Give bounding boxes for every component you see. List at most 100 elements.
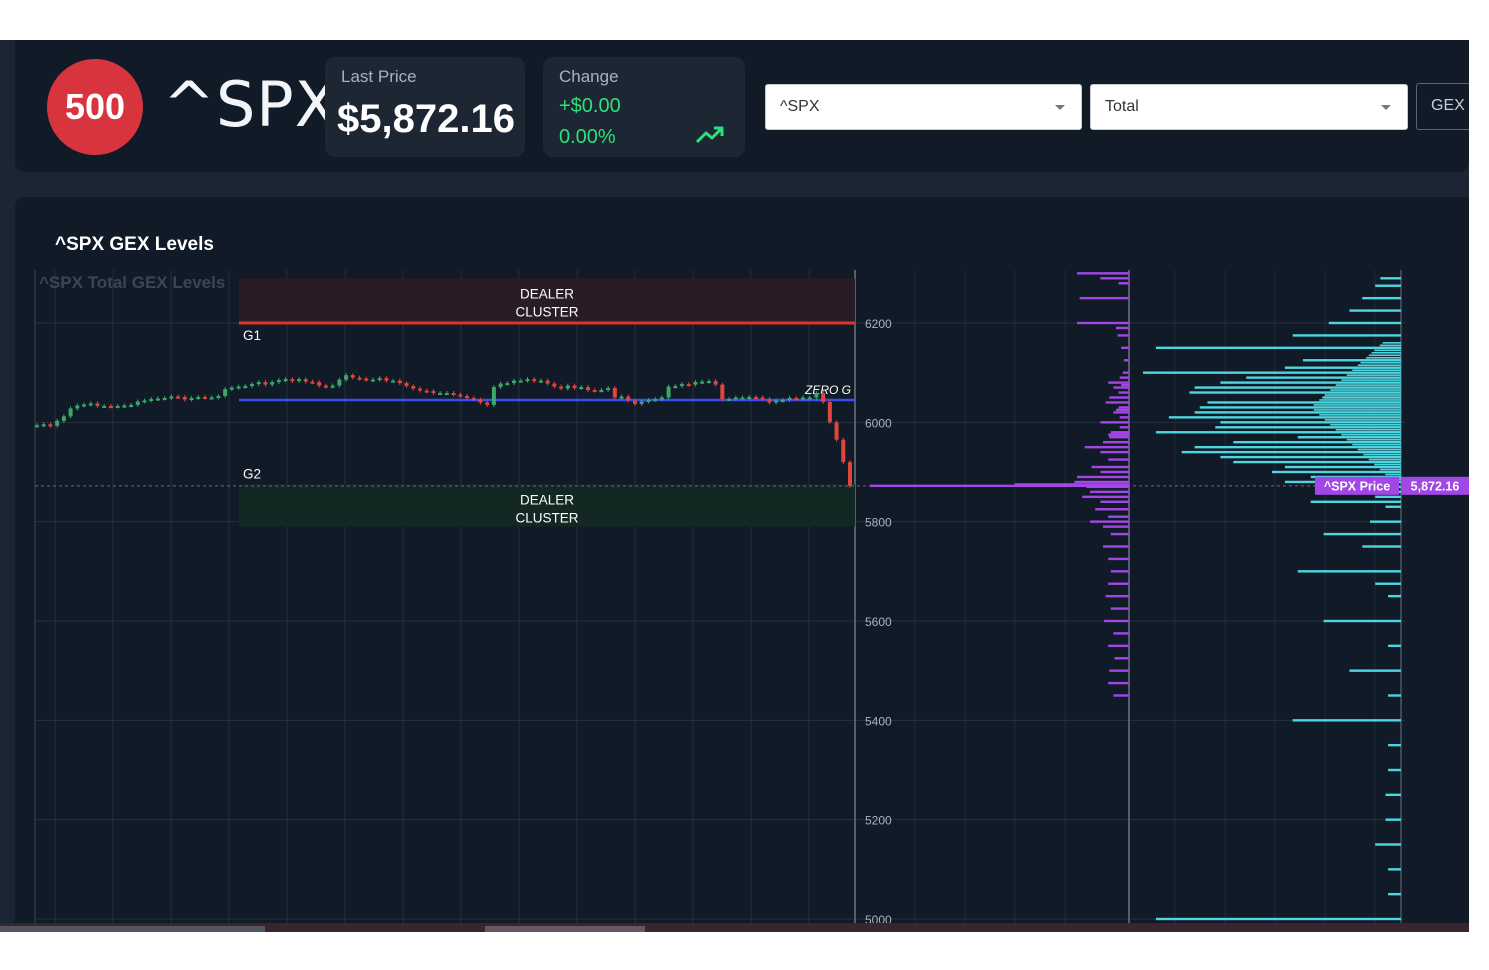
gex-bar-purple [1105, 401, 1129, 404]
gex-bar-purple [1108, 644, 1129, 648]
candle [310, 381, 315, 384]
gex-bar-cyan [1380, 277, 1401, 280]
candle [545, 380, 550, 384]
gex-bar-cyan [1388, 644, 1401, 648]
candle [169, 396, 174, 399]
scrollbar-thumb[interactable] [485, 926, 645, 932]
horizontal-scrollbar[interactable] [0, 923, 1469, 932]
gex-bar-cyan [1246, 376, 1401, 379]
candle [713, 381, 718, 385]
candle [397, 380, 402, 384]
gex-bar-cyan [1233, 441, 1401, 444]
candle [115, 405, 120, 408]
gex-bar-cyan [1189, 391, 1401, 394]
gex-bar-purple [1110, 532, 1129, 536]
gex-bar-purple [1074, 480, 1129, 484]
gex-bar-cyan [1388, 594, 1401, 598]
change-percent: 0.00% [559, 126, 616, 148]
candle [129, 404, 134, 407]
gex-bar-cyan-dense [1371, 352, 1401, 354]
header-panel: 500 ^SPX Last Price $5,872.16 Change +$0… [15, 40, 1469, 172]
candle [780, 399, 785, 402]
candle [270, 382, 275, 385]
gex-bar-cyan [1362, 296, 1401, 300]
gex-bar-cyan [1388, 768, 1401, 772]
gex-chart[interactable]: ^SPX Total GEX Levels DEALER CLUSTER DEALER… [15, 197, 1469, 932]
gex-bar-cyan-dense [1346, 374, 1401, 376]
candle [243, 386, 248, 389]
gex-bar-purple [1103, 441, 1129, 444]
candle [162, 397, 167, 400]
gex-bar-purple [1113, 386, 1129, 389]
gex-bar-cyan [1388, 868, 1401, 871]
price-marker-value-box [1401, 476, 1469, 495]
last-price-value: $5,872.16 [337, 97, 515, 141]
gex-bar-cyan-dense [1374, 463, 1401, 466]
y-tick-label: 5800 [865, 516, 892, 530]
chevron-down-icon [1381, 105, 1391, 110]
candle [330, 385, 335, 388]
gex-bar-cyan [1181, 450, 1401, 454]
gex-bar-cyan-dense [1335, 428, 1401, 431]
gex-bar-purple [1109, 436, 1129, 439]
candle [465, 396, 470, 399]
candle [585, 387, 590, 391]
gex-bar-purple [1110, 570, 1129, 573]
candle [377, 378, 382, 381]
candle [135, 401, 140, 405]
gex-bar-cyan-dense [1363, 453, 1401, 456]
gex-bar-purple [1109, 669, 1129, 672]
gex-bar-cyan [1302, 359, 1401, 362]
gex-bar-cyan [1375, 495, 1401, 499]
candle [498, 383, 503, 388]
candle [814, 393, 819, 398]
gex-bar-cyan [1194, 411, 1401, 414]
gex-bar-purple [1084, 445, 1129, 449]
dealer-cluster-label: CLUSTER [515, 304, 578, 319]
gex-bar-cyan-dense [1341, 379, 1401, 381]
gex-bar-cyan-dense [1330, 389, 1401, 391]
gex-bar-cyan-dense [1316, 411, 1401, 414]
candle [384, 378, 389, 381]
gex-bar-cyan-dense [1368, 354, 1401, 357]
candle [767, 398, 772, 403]
symbol-select[interactable]: ^SPX [765, 84, 1082, 130]
candle [102, 405, 107, 408]
gex-bar-cyan [1310, 500, 1401, 503]
candle [182, 397, 187, 400]
candle [48, 424, 53, 427]
candle [552, 383, 557, 387]
candle [753, 397, 758, 400]
gex-bar-purple [1100, 421, 1129, 424]
gex-bar-cyan [1168, 416, 1401, 419]
gex-levels-button[interactable]: GEX L [1416, 83, 1469, 130]
last-price-card: Last Price $5,872.16 [325, 57, 525, 157]
gex-bar-cyan-dense [1377, 466, 1401, 468]
gex-bar-cyan [1272, 470, 1401, 474]
candle [639, 401, 644, 404]
dealer-cluster-label: CLUSTER [515, 510, 578, 525]
gex-bar-cyan-dense [1371, 461, 1401, 463]
gex-type-select[interactable]: Total [1090, 84, 1408, 130]
gex-bar-cyan-dense [1311, 406, 1401, 409]
change-value: +$0.00 [559, 95, 621, 117]
gex-bar-purple [1119, 376, 1129, 379]
gex-bar-purple [1122, 371, 1129, 374]
candle [834, 422, 839, 440]
candle [223, 389, 228, 397]
gex-bar-purple [1103, 545, 1129, 548]
candle [236, 386, 241, 389]
gex-bar-cyan [1297, 570, 1401, 573]
gex-bar-cyan [1328, 321, 1401, 325]
candle [41, 424, 46, 427]
candle [202, 397, 207, 400]
ticker-symbol: ^SPX [163, 68, 339, 141]
gex-bar-cyan [1388, 892, 1401, 896]
gex-bar-purple [1118, 391, 1129, 394]
gex-bar-purple [1079, 296, 1129, 300]
gex-bar-cyan-dense [1385, 473, 1401, 476]
gex-bar-cyan [1375, 843, 1401, 846]
candle [693, 382, 698, 385]
gex-bar-purple [1117, 334, 1129, 337]
change-card: Change +$0.00 0.00% [543, 57, 745, 157]
